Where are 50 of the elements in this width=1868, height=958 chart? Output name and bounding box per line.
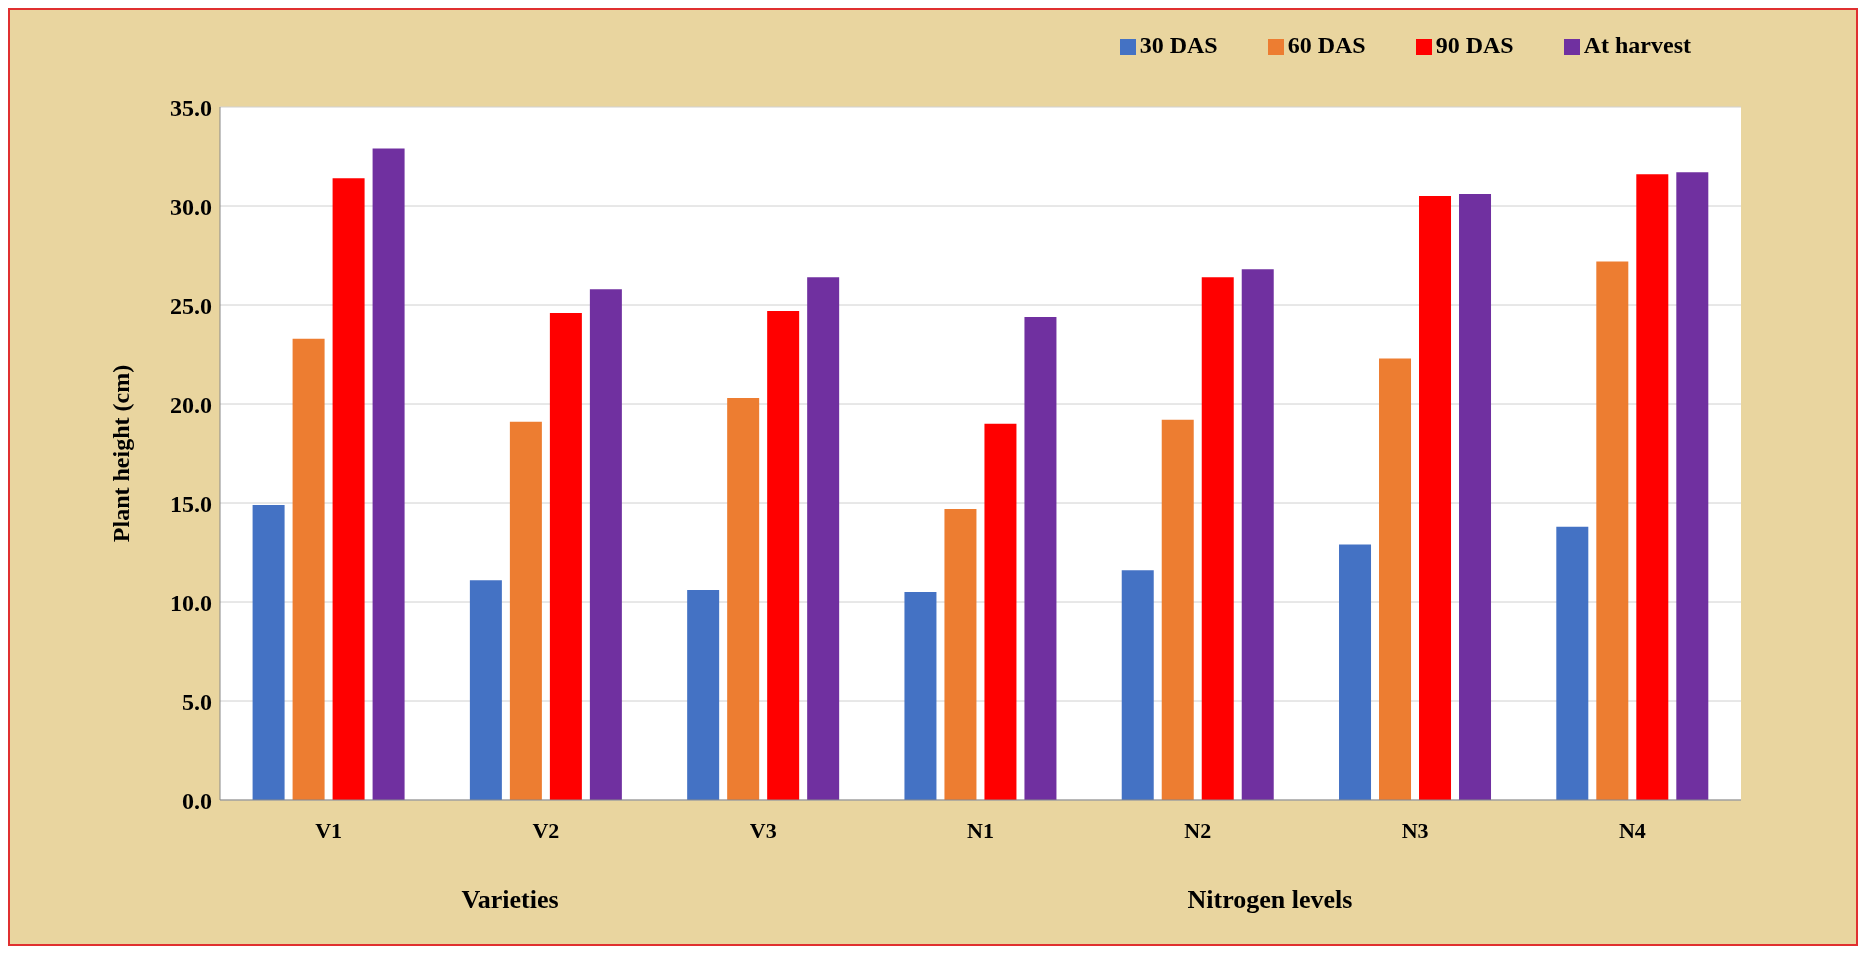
x-tick-label: V1 [315, 817, 343, 843]
bar [1676, 172, 1709, 800]
text: Nitrogen levels [1187, 885, 1353, 915]
bar [1161, 419, 1194, 800]
bar [1121, 570, 1154, 800]
bar [1201, 277, 1234, 800]
bar [1241, 269, 1274, 800]
bar [292, 338, 325, 800]
legend-label: 30 DAS [1139, 32, 1218, 58]
y-tick-label: 30.0 [170, 193, 212, 220]
bar [252, 504, 285, 800]
bar [1596, 261, 1629, 800]
x-tick-label: V3 [749, 817, 777, 843]
y-tick-label: 0.0 [182, 787, 212, 814]
x-tick-label: V2 [532, 817, 560, 843]
bar [727, 398, 760, 800]
bar [1024, 316, 1057, 800]
y-tick-label: 35.0 [170, 94, 212, 121]
y-tick-label: 20.0 [170, 391, 212, 418]
y-tick-label: 15.0 [170, 490, 212, 517]
legend-label: At harvest [1583, 32, 1691, 58]
bar [687, 590, 720, 800]
bar [904, 592, 937, 800]
bar [332, 178, 365, 800]
bar [1419, 196, 1452, 800]
bar [549, 312, 582, 800]
y-tick-label: 10.0 [170, 589, 212, 616]
x-tick-label: N1 [967, 817, 994, 843]
bar [807, 277, 840, 800]
x-tick-label: N4 [1618, 817, 1646, 843]
bar [944, 508, 977, 800]
text: Varieties [461, 885, 559, 915]
bar [1459, 194, 1492, 800]
x-tick-label: N2 [1184, 817, 1212, 843]
bar [1339, 544, 1372, 800]
x-tick-label: N3 [1401, 817, 1429, 843]
legend-label: 90 DAS [1435, 32, 1514, 58]
bar [984, 423, 1017, 800]
bar [509, 421, 542, 800]
bar [1636, 174, 1669, 800]
y-tick-label: 5.0 [182, 688, 212, 715]
bar [589, 289, 622, 800]
y-tick-label: 25.0 [170, 292, 212, 319]
legend-label: 60 DAS [1287, 32, 1366, 58]
bar [372, 148, 405, 800]
y-axis-title: Plant height (cm) [107, 364, 134, 543]
bar [767, 310, 800, 800]
bar [1379, 358, 1412, 800]
bar [469, 580, 502, 800]
bar [1556, 526, 1589, 800]
